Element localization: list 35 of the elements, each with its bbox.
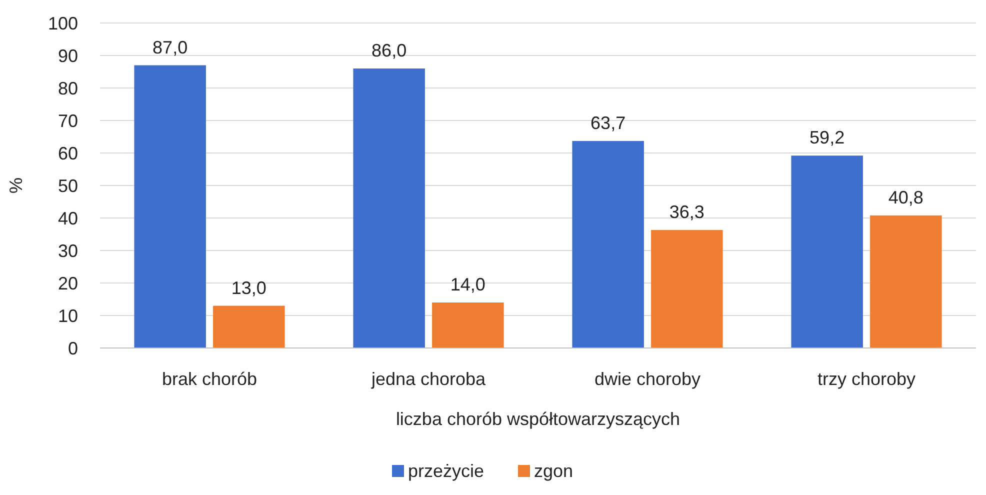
bar bbox=[134, 65, 206, 348]
data-label: 86,0 bbox=[372, 40, 407, 60]
data-label: 40,8 bbox=[888, 187, 924, 208]
bar bbox=[651, 230, 723, 348]
bar bbox=[791, 156, 863, 348]
y-tick-label: 50 bbox=[58, 176, 78, 196]
data-label: 14,0 bbox=[450, 274, 486, 294]
data-label: 59,2 bbox=[810, 128, 845, 148]
y-tick-label: 100 bbox=[48, 13, 78, 34]
y-axis-title: % bbox=[6, 177, 26, 194]
y-tick-label: 80 bbox=[58, 78, 78, 98]
y-tick-label: 10 bbox=[58, 306, 78, 326]
bar bbox=[213, 306, 285, 348]
data-label: 36,3 bbox=[669, 202, 704, 222]
y-tick-label: 30 bbox=[58, 240, 78, 261]
y-tick-label: 0 bbox=[68, 338, 78, 358]
y-tick-label: 70 bbox=[58, 110, 78, 131]
legend-label: przeżycie bbox=[408, 461, 484, 481]
bar bbox=[353, 68, 425, 348]
y-tick-label: 20 bbox=[58, 273, 78, 294]
x-tick-label: dwie choroby bbox=[594, 369, 701, 389]
y-tick-label: 40 bbox=[58, 208, 78, 228]
x-tick-label: brak chorób bbox=[162, 369, 258, 389]
data-label: 63,7 bbox=[590, 112, 626, 133]
x-tick-label: jedna choroba bbox=[370, 369, 487, 389]
bar bbox=[432, 302, 504, 348]
x-axis-title: liczba chorób współtowarzyszących bbox=[396, 409, 680, 429]
y-tick-label: 60 bbox=[58, 143, 78, 164]
y-tick-label: 90 bbox=[58, 46, 78, 66]
legend-label: zgon bbox=[534, 461, 574, 481]
data-label: 87,0 bbox=[152, 37, 188, 58]
bar bbox=[572, 140, 644, 348]
bar bbox=[870, 215, 942, 348]
x-tick-label: trzy choroby bbox=[817, 369, 916, 389]
data-label: 13,0 bbox=[231, 278, 266, 298]
